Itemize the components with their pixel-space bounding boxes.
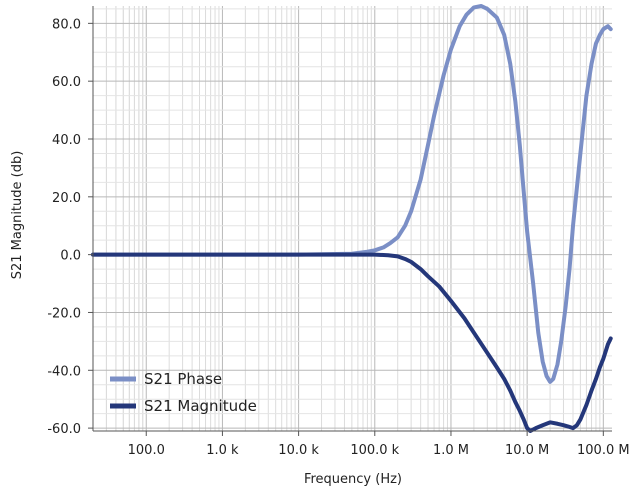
legend-label-magnitude: S21 Magnitude bbox=[144, 397, 257, 415]
x-tick-label: 1.0 M bbox=[433, 443, 469, 458]
x-tick-label: 10.0 k bbox=[278, 443, 319, 458]
y-tick-label: -40.0 bbox=[47, 364, 81, 379]
y-tick-label: 80.0 bbox=[52, 17, 81, 32]
series-lines bbox=[91, 4, 613, 433]
y-tick-label: 40.0 bbox=[52, 133, 81, 148]
y-tick-label: -60.0 bbox=[47, 422, 81, 437]
series-line-phase bbox=[91, 4, 613, 384]
y-axis-title: S21 Magnitude (db) bbox=[10, 151, 25, 280]
y-tick-label: 60.0 bbox=[52, 75, 81, 90]
x-tick-label: 10.0 M bbox=[505, 443, 549, 458]
grid bbox=[92, 6, 612, 431]
y-tick-label: -20.0 bbox=[47, 306, 81, 321]
x-tick-label: 100.0 k bbox=[350, 443, 399, 458]
x-tick-label: 100.0 M bbox=[577, 443, 630, 458]
tick-labels: 80.0 60.0 40.0 20.0 0.0 -20.0 -40.0 -60.0 100.0 1… bbox=[47, 17, 629, 458]
y-tick-label: 0.0 bbox=[60, 249, 81, 264]
series-line-magnitude bbox=[91, 252, 613, 433]
x-axis-title: Frequency (Hz) bbox=[304, 472, 402, 487]
legend-label-phase: S21 Phase bbox=[144, 370, 222, 388]
x-tick-label: 100.0 bbox=[128, 443, 165, 458]
legend: S21 Phase S21 Magnitude bbox=[110, 370, 257, 415]
axes bbox=[92, 6, 612, 432]
x-tick-label: 1.0 k bbox=[206, 443, 239, 458]
y-tick-label: 20.0 bbox=[52, 191, 81, 206]
